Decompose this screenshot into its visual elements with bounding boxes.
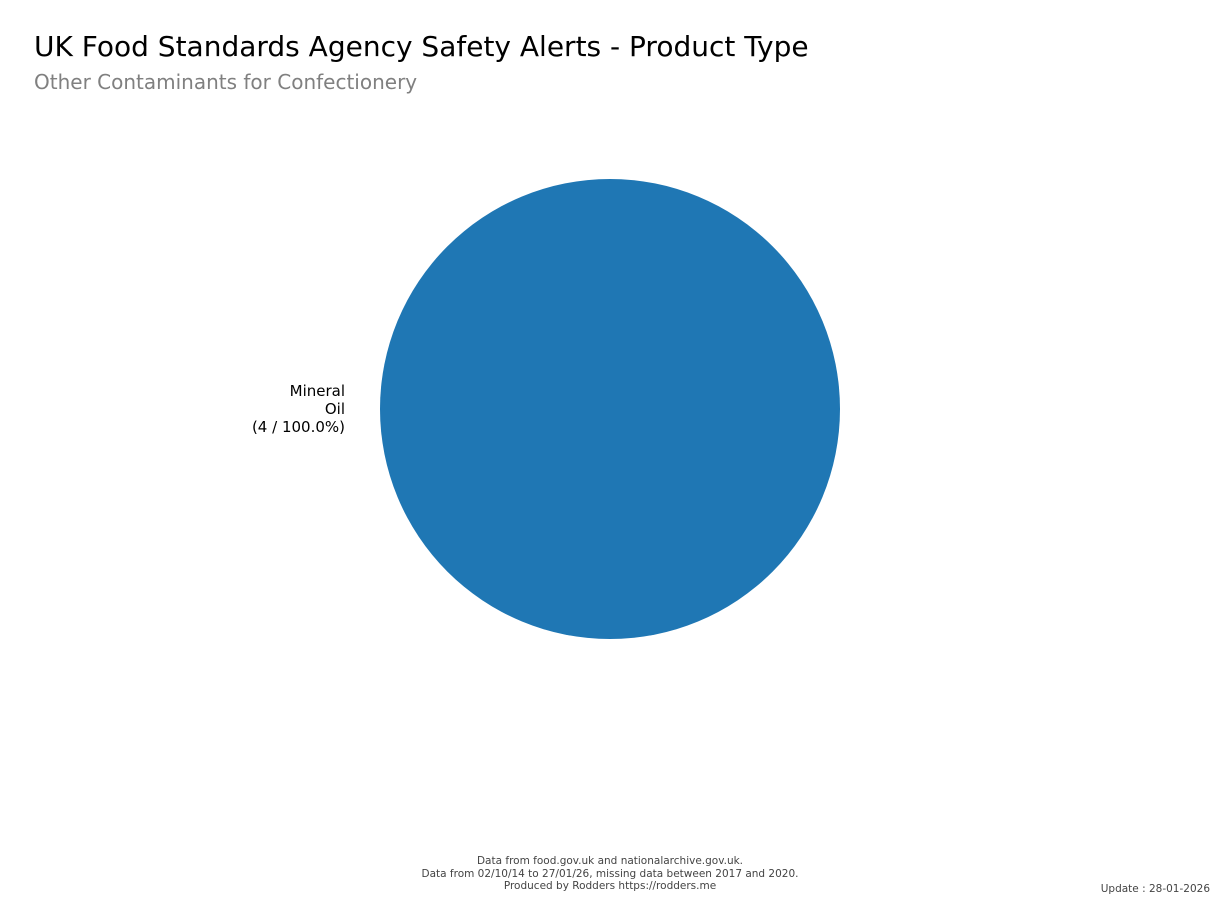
- slice-label-line: Mineral: [290, 382, 345, 400]
- pie-slice: [380, 179, 840, 639]
- footer-notes: Data from food.gov.uk and nationalarchiv…: [0, 855, 1220, 893]
- slice-label: Mineral Oil (4 / 100.0%): [252, 382, 345, 436]
- slice-label-line: (4 / 100.0%): [252, 418, 345, 436]
- chart-subtitle: Other Contaminants for Confectionery: [34, 70, 418, 94]
- slice-label-line: Oil: [325, 400, 345, 418]
- chart-title: UK Food Standards Agency Safety Alerts -…: [34, 30, 809, 63]
- footer-line: Produced by Rodders https://rodders.me: [503, 880, 717, 892]
- update-date: Update : 28-01-2026: [1100, 883, 1210, 895]
- footer-line: Data from 02/10/14 to 27/01/26, missing …: [421, 867, 799, 880]
- footer-line: Data from food.gov.uk and nationalarchiv…: [476, 855, 744, 867]
